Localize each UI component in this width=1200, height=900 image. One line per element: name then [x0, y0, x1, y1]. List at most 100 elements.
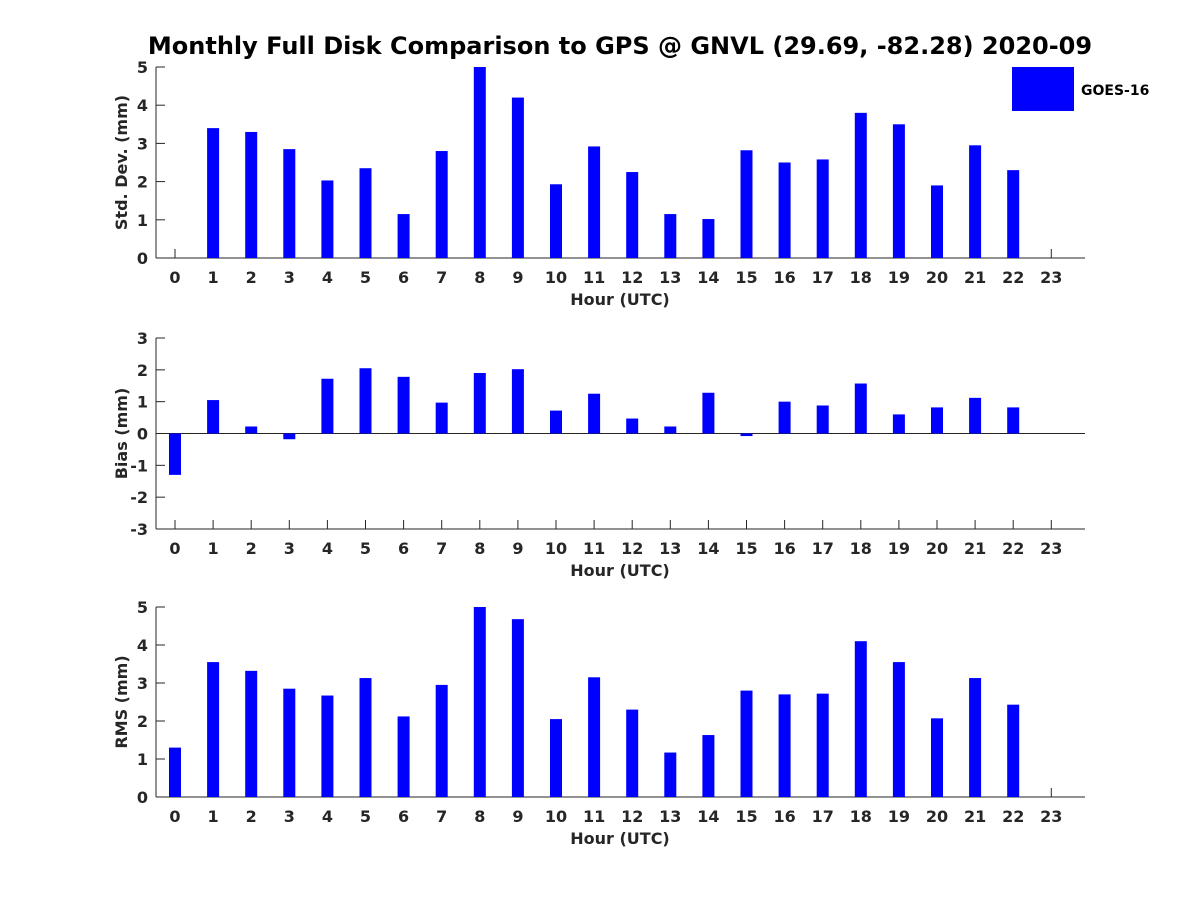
- x-tick-label: 22: [1002, 539, 1024, 558]
- bar-hour-20: [931, 185, 943, 258]
- bar-hour-21: [969, 678, 982, 797]
- x-tick-label: 4: [322, 807, 333, 826]
- y-tick-label: 5: [137, 598, 148, 617]
- x-tick-label: 3: [284, 268, 295, 287]
- bar-hour-15: [740, 433, 753, 437]
- x-tick-label: 8: [474, 268, 485, 287]
- bar-hour-16: [778, 162, 791, 258]
- chart-title: Monthly Full Disk Comparison to GPS @ GN…: [148, 32, 1092, 60]
- bar-hour-13: [664, 752, 677, 797]
- bar-hour-5: [359, 678, 372, 797]
- x-tick-label: 10: [545, 807, 567, 826]
- bar-hour-3: [283, 433, 296, 440]
- bar-hour-8: [473, 373, 486, 434]
- bar-hour-16: [778, 694, 791, 797]
- y-tick-label: 3: [137, 329, 148, 348]
- x-axis-label: Hour (UTC): [570, 561, 670, 580]
- x-tick-label: 2: [246, 539, 257, 558]
- bar-hour-20: [931, 718, 943, 797]
- bar-hour-9: [511, 369, 524, 434]
- x-tick-label: 13: [659, 807, 681, 826]
- x-tick-label: 14: [697, 268, 719, 287]
- x-tick-label: 15: [735, 539, 757, 558]
- bar-hour-19: [892, 124, 905, 258]
- y-tick-label: 3: [137, 674, 148, 693]
- x-tick-label: 4: [322, 268, 333, 287]
- bar-hour-10: [550, 410, 562, 434]
- bar-hour-17: [816, 693, 829, 797]
- x-tick-label: 11: [583, 268, 605, 287]
- x-tick-label: 23: [1040, 807, 1062, 826]
- bar-hour-19: [892, 414, 905, 434]
- y-tick-label: 4: [137, 636, 148, 655]
- x-tick-label: 9: [512, 807, 523, 826]
- y-tick-label: 1: [137, 750, 148, 769]
- x-tick-label: 5: [360, 807, 371, 826]
- bar-hour-4: [321, 695, 334, 797]
- x-tick-label: 17: [812, 268, 834, 287]
- legend-label: GOES-16: [1081, 83, 1149, 99]
- x-tick-label: 20: [926, 268, 948, 287]
- y-axis-label: RMS (mm): [112, 655, 131, 748]
- bar-hour-12: [626, 709, 639, 797]
- bar-hour-15: [740, 690, 753, 797]
- bar-hour-13: [664, 214, 677, 258]
- x-tick-label: 13: [659, 268, 681, 287]
- bar-hour-6: [397, 716, 410, 797]
- x-tick-label: 14: [697, 539, 719, 558]
- x-tick-label: 5: [360, 268, 371, 287]
- x-tick-label: 0: [169, 268, 180, 287]
- y-tick-label: 4: [137, 96, 148, 115]
- x-tick-label: 8: [474, 807, 485, 826]
- x-tick-label: 16: [773, 539, 795, 558]
- bar-hour-13: [664, 426, 677, 434]
- bar-hour-14: [702, 392, 715, 434]
- bar-hour-12: [626, 418, 639, 434]
- bar-hour-3: [283, 149, 296, 258]
- bar-hour-18: [854, 383, 867, 434]
- x-tick-label: 19: [888, 807, 910, 826]
- x-tick-label: 13: [659, 539, 681, 558]
- bar-hour-14: [702, 219, 715, 258]
- bar-hour-4: [321, 378, 334, 434]
- x-tick-label: 15: [735, 268, 757, 287]
- y-axis-label: Std. Dev. (mm): [112, 95, 131, 230]
- x-tick-label: 9: [512, 268, 523, 287]
- y-tick-label: 1: [137, 211, 148, 230]
- bar-hour-17: [816, 405, 829, 434]
- x-tick-label: 22: [1002, 807, 1024, 826]
- x-tick-label: 21: [964, 268, 986, 287]
- x-tick-label: 17: [812, 539, 834, 558]
- y-tick-label: 0: [137, 425, 148, 444]
- y-tick-label: 1: [137, 393, 148, 412]
- bar-hour-16: [778, 401, 791, 434]
- bar-hour-10: [550, 719, 562, 797]
- legend-swatch: [1012, 67, 1074, 111]
- x-tick-label: 16: [773, 807, 795, 826]
- x-tick-label: 8: [474, 539, 485, 558]
- bar-hour-15: [740, 150, 753, 258]
- bar-hour-12: [626, 172, 639, 258]
- bar-hour-8: [473, 607, 486, 797]
- legend: GOES-16: [1012, 67, 1149, 111]
- x-tick-label: 0: [169, 807, 180, 826]
- bar-hour-7: [435, 684, 448, 797]
- x-tick-label: 7: [436, 268, 447, 287]
- bar-hour-7: [435, 151, 448, 258]
- bar-hour-1: [207, 662, 220, 797]
- x-tick-label: 20: [926, 539, 948, 558]
- y-tick-label: 5: [137, 58, 148, 77]
- y-tick-label: 0: [137, 788, 148, 807]
- bar-hour-7: [435, 402, 448, 434]
- x-axis-label: Hour (UTC): [570, 290, 670, 309]
- bar-hour-14: [702, 735, 715, 797]
- bar-hour-0: [169, 433, 181, 475]
- x-tick-label: 22: [1002, 268, 1024, 287]
- x-tick-label: 18: [850, 268, 872, 287]
- y-tick-label: 3: [137, 134, 148, 153]
- bar-hour-8: [473, 67, 486, 258]
